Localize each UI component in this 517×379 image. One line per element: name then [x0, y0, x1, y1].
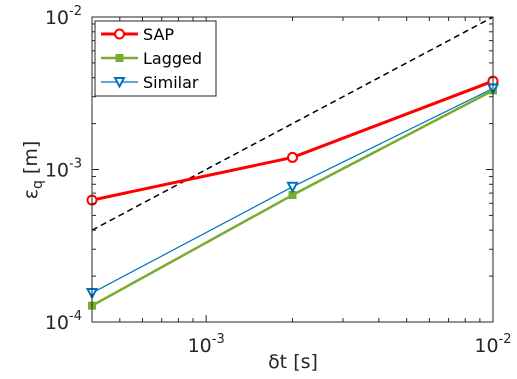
x-axis-label: δt [s] — [268, 351, 318, 373]
y-axis-label-sub: q — [30, 180, 46, 189]
reference-slope-line — [92, 17, 493, 231]
y-axis-label-unit: [m] — [20, 141, 42, 174]
x-axis-label-unit: [s] — [293, 351, 318, 373]
y-tick-label: 10-4 — [45, 309, 82, 334]
y-axis-label-main: ε — [20, 189, 42, 199]
y-tick-label: 10-2 — [45, 4, 82, 29]
legend-label-lagged: Lagged — [143, 49, 202, 68]
data-point-similar — [286, 181, 299, 194]
y-tick-label: 10-3 — [45, 157, 82, 182]
data-point-sap — [287, 151, 298, 163]
legend-label-similar: Similar — [143, 73, 199, 92]
legend-label-sap: SAP — [143, 25, 174, 44]
y-axis-label: εq [m] — [20, 141, 46, 200]
x-tick-label: 10-3 — [188, 332, 225, 357]
legend: SAP Lagged Similar — [94, 20, 217, 97]
x-axis-label-main: δt — [268, 351, 287, 373]
legend-marker-sap — [114, 28, 125, 40]
x-tick-label: 10-2 — [474, 332, 511, 357]
legend-marker-lagged — [115, 54, 124, 62]
legend-marker-similar — [113, 77, 126, 89]
